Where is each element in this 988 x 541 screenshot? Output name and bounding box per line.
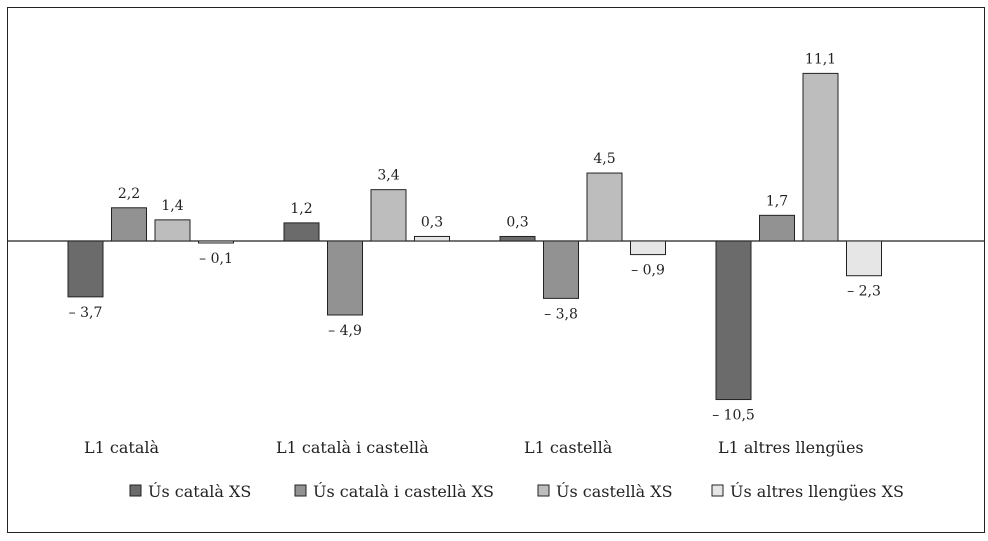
legend-swatch-4: [711, 484, 724, 497]
category-label-3: L1 castellà: [524, 438, 613, 457]
data-label-3-4: 11,1: [805, 51, 836, 67]
bar-4-2: [414, 235, 450, 242]
data-label-1-2: 1,2: [290, 201, 312, 217]
legend-label-2: Ús català i castellà XS: [313, 481, 494, 501]
data-label-2-1: 2,2: [118, 186, 140, 202]
data-label-4-1: – 0,1: [199, 251, 233, 267]
bar-3-3: [586, 172, 623, 242]
legend-swatch-3: [537, 484, 550, 497]
legend-label-1: Ús català XS: [148, 481, 251, 501]
bar-1-4: [715, 240, 752, 401]
data-label-3-2: 3,4: [377, 168, 399, 184]
bar-4-1: [198, 240, 234, 244]
data-label-2-3: – 3,8: [544, 306, 578, 322]
bar-1-1: [67, 240, 104, 298]
category-label-4: L1 altres llengües: [718, 438, 864, 457]
category-label-1: L1 català: [84, 438, 159, 457]
data-label-4-4: – 2,3: [847, 284, 881, 300]
bar-2-1: [111, 207, 147, 242]
bar-2-3: [543, 240, 579, 299]
legend-swatch-2: [294, 484, 307, 497]
data-label-1-4: – 10,5: [712, 408, 755, 424]
data-label-3-1: 1,4: [161, 198, 183, 214]
data-label-4-3: – 0,9: [631, 263, 665, 279]
bar-3-2: [370, 189, 407, 242]
bar-4-3: [630, 240, 666, 256]
legend-swatch-1: [129, 484, 142, 497]
data-label-4-2: 0,3: [421, 214, 443, 230]
bar-3-4: [802, 72, 839, 242]
legend-label-3: Ús castellà XS: [556, 481, 673, 501]
legend-label-4: Ús altres llengües XS: [730, 481, 904, 501]
data-label-1-1: – 3,7: [69, 305, 103, 321]
bar-3-1: [154, 219, 191, 242]
bar-1-2: [283, 222, 320, 242]
data-label-3-3: 4,5: [593, 151, 615, 167]
bar-4-4: [846, 240, 882, 277]
bar-2-2: [327, 240, 363, 316]
bar-2-4: [759, 214, 795, 242]
data-label-2-2: – 4,9: [328, 323, 362, 339]
bar-1-3: [499, 235, 536, 242]
data-label-1-3: 0,3: [506, 214, 528, 230]
category-label-2: L1 català i castellà: [276, 438, 429, 457]
data-label-2-4: 1,7: [766, 193, 788, 209]
